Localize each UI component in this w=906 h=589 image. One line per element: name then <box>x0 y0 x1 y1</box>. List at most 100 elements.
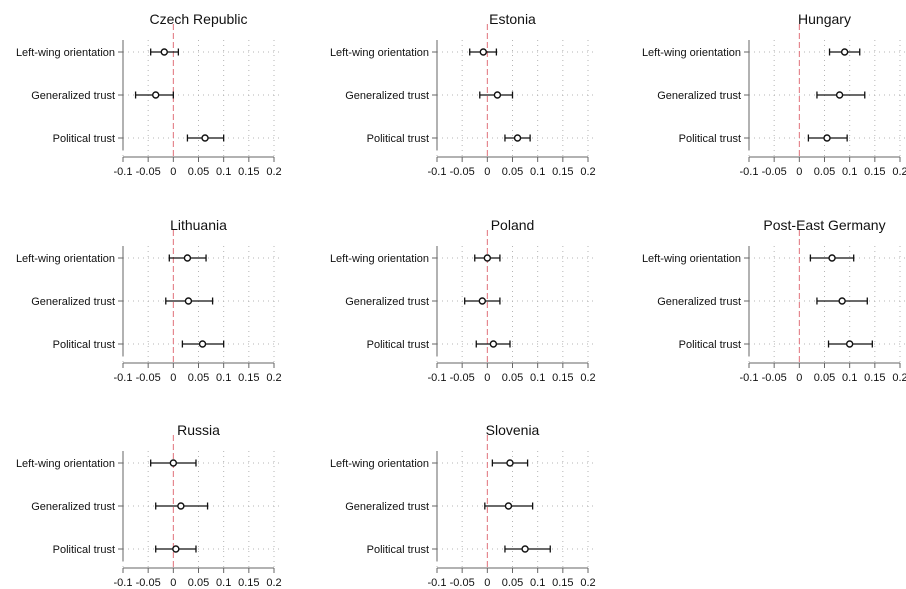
x-tick-label: -0.1 <box>428 166 447 178</box>
x-tick-label: 0.1 <box>530 372 545 384</box>
y-category-label: Generalized trust <box>31 90 115 102</box>
x-tick-label: 0 <box>484 166 490 178</box>
x-tick-label: 0.2 <box>892 166 906 178</box>
panel-title: Poland <box>491 217 535 233</box>
x-tick-label: 0.2 <box>580 372 595 384</box>
point-estimate <box>183 254 192 262</box>
y-category-label: Political trust <box>679 133 741 145</box>
panel-slovenia: Slovenia -0.1 -0.05 0 0.05 0.1 0.15 0.2 Left-win… <box>330 422 596 589</box>
panel-lithuania: Lithuania -0.1 -0.05 0 0.05 0.1 0.15 0.2 Left-wi… <box>16 217 282 384</box>
panel-hungary: Hungary -0.1 -0.05 0 0.05 0.1 0.15 0.2 Left-wing… <box>642 11 906 178</box>
y-category-label: Generalized trust <box>345 501 429 513</box>
x-tick-label: 0.05 <box>502 372 523 384</box>
point-estimate <box>184 297 193 305</box>
panel-title: Estonia <box>489 11 536 27</box>
x-tick-label: 0.1 <box>842 372 857 384</box>
panel-czech-republic: Czech Republic -0.1 -0.05 0 0.05 0.1 0.15 0.2 Le… <box>16 11 282 178</box>
y-category-label: Political trust <box>53 133 115 145</box>
x-tick-label: -0.1 <box>740 166 759 178</box>
x-tick-label: 0.1 <box>530 166 545 178</box>
panel-estonia: Estonia -0.1 -0.05 0 0.05 0.1 0.15 0.2 Left-wing… <box>330 11 596 178</box>
y-category-label: Political trust <box>679 339 741 351</box>
x-tick-label: 0.15 <box>552 166 573 178</box>
y-category-label: Political trust <box>53 544 115 556</box>
x-tick-label: -0.05 <box>136 372 161 384</box>
x-tick-label: 0 <box>796 166 802 178</box>
x-tick-label: 0 <box>484 577 490 589</box>
point-estimate <box>172 545 180 553</box>
panel-title: Slovenia <box>486 422 540 438</box>
panel-post-east-germany: Post-East Germany -0.1 -0.05 0 0.05 0.1 0.15 0.… <box>642 217 906 384</box>
point-estimate <box>840 48 849 56</box>
x-tick-label: 0.05 <box>814 372 835 384</box>
x-tick-label: 0.2 <box>266 577 281 589</box>
x-tick-label: 0.15 <box>238 372 259 384</box>
point-estimate <box>506 459 514 467</box>
point-estimate <box>513 134 522 142</box>
y-category-label: Left-wing orientation <box>330 47 429 59</box>
panel-title: Russia <box>177 422 220 438</box>
y-category-label: Generalized trust <box>657 296 741 308</box>
panel-poland: Poland -0.1 -0.05 0 0.05 0.1 0.15 0.2 Left-wing … <box>330 217 596 384</box>
x-tick-label: -0.1 <box>740 372 759 384</box>
y-category-label: Generalized trust <box>345 90 429 102</box>
x-tick-label: 0.2 <box>266 372 281 384</box>
y-category-label: Left-wing orientation <box>16 253 115 265</box>
point-estimate <box>838 297 846 305</box>
x-tick-label: 0.2 <box>580 166 595 178</box>
point-estimate <box>493 91 502 99</box>
x-tick-label: -0.05 <box>136 577 161 589</box>
point-estimate <box>177 502 185 510</box>
point-estimate <box>479 48 488 56</box>
panel-title: Hungary <box>798 11 851 27</box>
x-tick-label: 0.2 <box>892 372 906 384</box>
x-tick-label: -0.1 <box>114 577 133 589</box>
panel-title: Post-East Germany <box>763 217 885 233</box>
x-tick-label: 0.1 <box>216 166 231 178</box>
y-category-label: Political trust <box>367 133 429 145</box>
point-estimate <box>201 134 209 142</box>
x-tick-label: 0 <box>170 166 176 178</box>
x-tick-label: 0.15 <box>552 372 573 384</box>
x-tick-label: -0.05 <box>450 372 475 384</box>
x-tick-label: -0.05 <box>762 166 787 178</box>
x-tick-label: 0.1 <box>842 166 857 178</box>
point-estimate <box>152 91 160 99</box>
point-estimate <box>160 48 168 56</box>
x-tick-label: -0.1 <box>114 166 133 178</box>
y-category-label: Left-wing orientation <box>642 47 741 59</box>
x-tick-label: 0.05 <box>502 166 523 178</box>
x-tick-label: 0.1 <box>530 577 545 589</box>
x-tick-label: 0.05 <box>188 577 209 589</box>
x-tick-label: -0.1 <box>428 577 447 589</box>
x-tick-label: -0.05 <box>450 166 475 178</box>
x-tick-label: -0.1 <box>114 372 133 384</box>
y-category-label: Left-wing orientation <box>16 458 115 470</box>
point-estimate <box>198 340 207 348</box>
x-tick-label: 0.05 <box>814 166 835 178</box>
y-category-label: Left-wing orientation <box>330 458 429 470</box>
x-tick-label: 0.05 <box>188 372 209 384</box>
point-estimate <box>828 254 836 262</box>
point-estimate <box>489 340 498 348</box>
point-estimate <box>845 340 854 348</box>
x-tick-label: 0 <box>170 372 176 384</box>
x-tick-label: 0.15 <box>864 166 885 178</box>
x-tick-label: 0 <box>484 372 490 384</box>
x-tick-label: 0.15 <box>238 166 259 178</box>
point-estimate <box>483 254 492 262</box>
y-category-label: Generalized trust <box>31 296 115 308</box>
x-tick-label: 0.1 <box>216 372 231 384</box>
point-estimate <box>823 134 831 142</box>
point-estimate <box>835 91 844 99</box>
point-estimate <box>169 459 178 467</box>
x-tick-label: 0.15 <box>864 372 885 384</box>
y-category-label: Political trust <box>53 339 115 351</box>
x-tick-label: -0.05 <box>136 166 161 178</box>
x-tick-label: -0.05 <box>450 577 475 589</box>
point-estimate <box>504 502 513 510</box>
panel-title: Lithuania <box>170 217 227 233</box>
x-tick-label: -0.05 <box>762 372 787 384</box>
point-estimate <box>521 545 529 553</box>
